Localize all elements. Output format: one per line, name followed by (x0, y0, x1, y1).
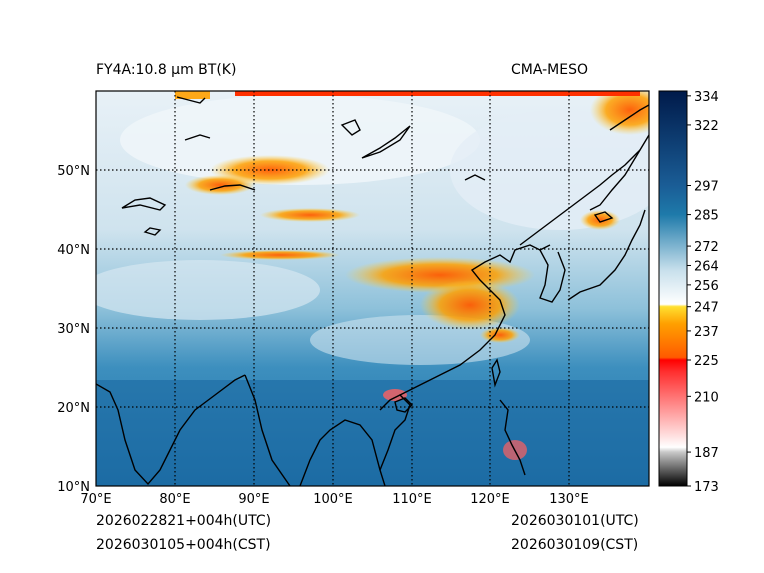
colorbar-tick-label: 285 (694, 209, 719, 224)
lon-label: 110°E (392, 492, 432, 507)
colorbar: 334 322 297 285 272 264 256 247 237 225 210 187 173 (658, 90, 719, 495)
map-frame (95, 90, 650, 487)
lon-label: 100°E (313, 492, 353, 507)
model-name: CMA-MESO (511, 62, 589, 78)
lat-label: 50°N (57, 164, 90, 179)
product-title: FY4A:10.8 μm BT(K) (96, 62, 237, 78)
lon-label: 90°E (238, 492, 269, 507)
colorbar-tick-label: 247 (694, 301, 719, 316)
colorbar-tick-label: 264 (694, 259, 719, 274)
colorbar-tick-label: 334 (694, 90, 719, 105)
colorbar-tick-label: 322 (694, 119, 719, 134)
colorbar-tick-label: 225 (694, 354, 719, 369)
lat-label: 10°N (57, 480, 90, 495)
lat-label: 20°N (57, 401, 90, 416)
lon-label: 130°E (549, 492, 589, 507)
colorbar-tick-label: 210 (694, 390, 719, 405)
lat-label: 30°N (57, 322, 90, 337)
lat-label: 40°N (57, 243, 90, 258)
colorbar-tick-label: 237 (694, 325, 719, 340)
satellite-image (96, 91, 649, 486)
lon-label: 120°E (470, 492, 510, 507)
lon-label: 70°E (80, 492, 111, 507)
colorbar-tick-label: 187 (694, 446, 719, 461)
colorbar-tick-label: 297 (694, 180, 719, 195)
lat-axis: 50°N 40°N 30°N 20°N 10°N (57, 164, 90, 495)
colorbar-scale (658, 90, 688, 487)
valid-time-utc: 2026030101(UTC) (511, 513, 639, 529)
lon-axis: 70°E 80°E 90°E 100°E 110°E 120°E 130°E (80, 492, 588, 507)
colorbar-tick-label: 272 (694, 240, 719, 255)
colorbar-ticks: 334 322 297 285 272 264 256 247 237 225 210 187 173 (687, 90, 719, 495)
init-time-cst: 2026030105+004h(CST) (96, 537, 271, 553)
colorbar-tick-label: 256 (694, 279, 719, 294)
colorbar-tick-label: 173 (694, 480, 719, 495)
init-time-utc: 2026022821+004h(UTC) (96, 513, 272, 529)
valid-time-cst: 2026030109(CST) (511, 537, 639, 553)
gridlines (96, 91, 649, 486)
lon-label: 80°E (159, 492, 190, 507)
